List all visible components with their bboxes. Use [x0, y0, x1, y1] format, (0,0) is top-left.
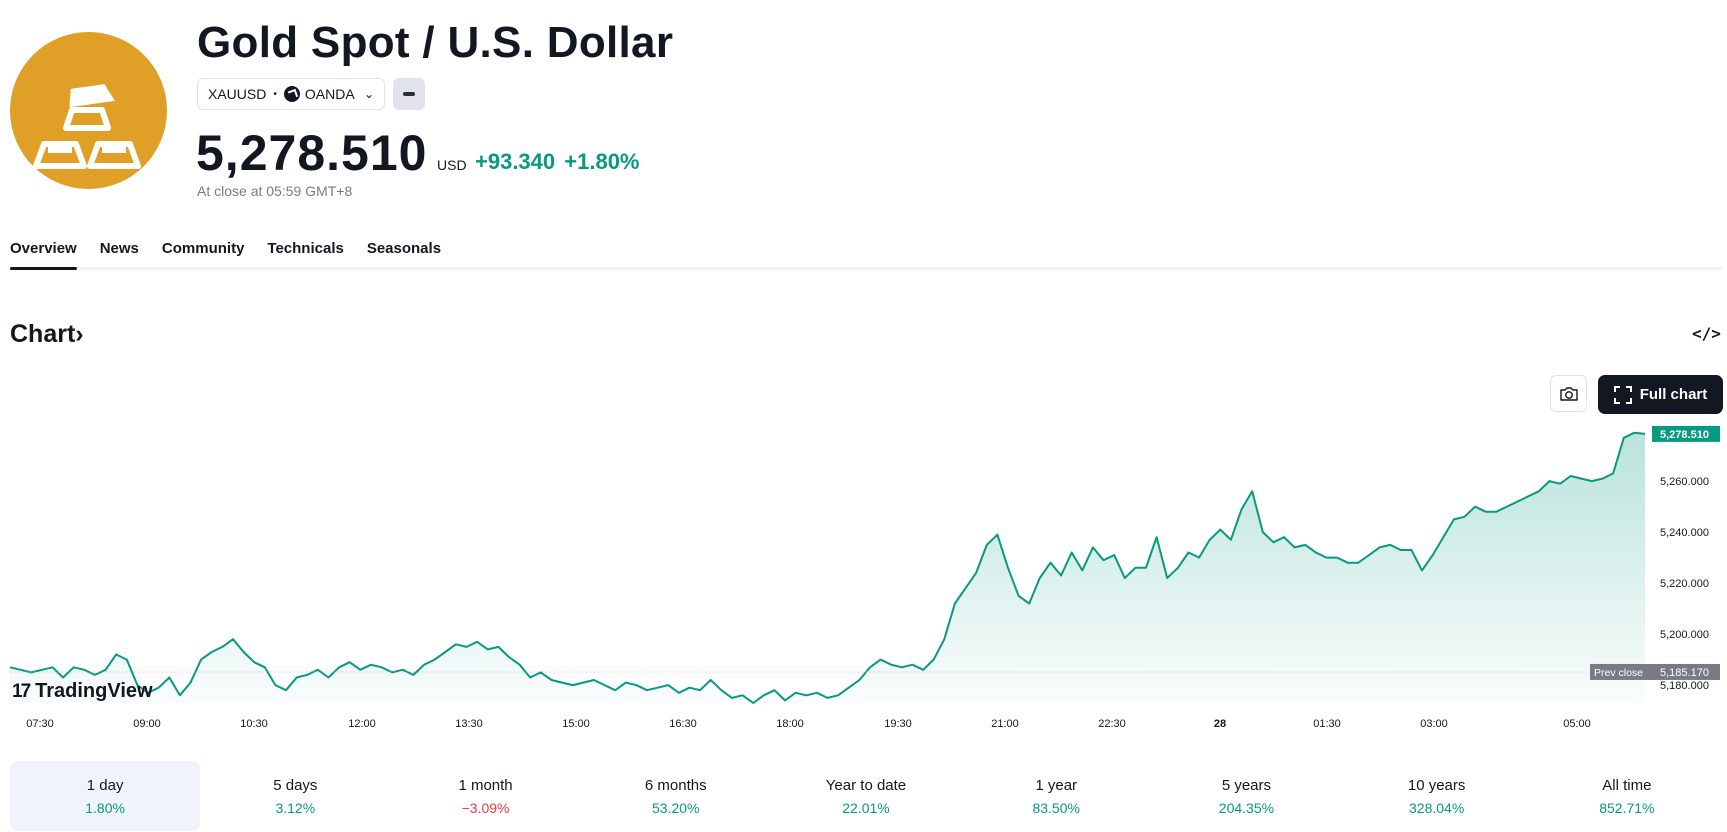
prev-close-value: 5,185.170	[1660, 667, 1709, 679]
chart-heading-link[interactable]: Chart›	[10, 320, 84, 349]
market-close-note: At close at 05:59 GMT+8	[197, 183, 353, 199]
full-chart-label: Full chart	[1639, 386, 1708, 403]
prev-close-value-tag	[1652, 663, 1720, 680]
gold-bars-icon	[33, 84, 141, 169]
page-title: Gold Spot / U.S. Dollar	[197, 18, 674, 67]
x-tick-label: 10:30	[240, 718, 268, 730]
period-label: 5 days	[273, 776, 318, 794]
period-change: 22.01%	[842, 799, 890, 816]
period-label: 1 day	[86, 776, 124, 794]
x-tick-label: 13:30	[455, 718, 483, 730]
exchange-name: OANDA	[304, 86, 355, 102]
period-1m[interactable]: 1 month −3.09%	[390, 761, 580, 831]
period-change: 83.50%	[1032, 799, 1080, 816]
period-change: 852.71%	[1599, 799, 1655, 816]
x-tick-label: 22:30	[1098, 718, 1126, 730]
x-tick-label: 16:30	[669, 718, 697, 730]
separator-dot: •	[273, 88, 277, 100]
tradingview-mark-icon: 17	[12, 680, 31, 702]
tab-bar: Overview News Community Technicals Seaso…	[10, 240, 464, 270]
y-tick-label: 5,220.000	[1660, 578, 1709, 590]
last-price-tag	[1652, 425, 1720, 442]
period-change: −3.09%	[461, 799, 510, 816]
period-label: 5 years	[1221, 776, 1272, 794]
symbol-logo	[10, 32, 167, 189]
period-label: 6 months	[644, 776, 707, 794]
tradingview-wordmark: TradingView	[35, 680, 153, 702]
period-10y[interactable]: 10 years 328.04%	[1342, 761, 1532, 831]
x-tick-label: 03:00	[1420, 718, 1448, 730]
tab-news[interactable]: News	[99, 240, 139, 257]
tab-overview[interactable]: Overview	[10, 240, 77, 270]
full-chart-button[interactable]: Full chart	[1598, 375, 1723, 414]
period-label: 10 years	[1407, 776, 1466, 794]
change-percent: +1.80%	[564, 149, 640, 174]
minus-icon	[403, 92, 415, 96]
y-tick-label: 5,260.000	[1660, 476, 1709, 488]
y-tick-label: 5,180.000	[1660, 680, 1709, 692]
price-area-fill	[10, 432, 1645, 703]
period-change: 204.35%	[1218, 799, 1275, 816]
period-ytd[interactable]: Year to date 22.01%	[771, 761, 961, 831]
y-tick-label: 5,200.000	[1660, 629, 1709, 641]
last-price: 5,278.510	[196, 125, 428, 181]
snapshot-button[interactable]	[1550, 375, 1587, 412]
period-1d[interactable]: 1 day 1.80%	[10, 761, 201, 831]
prev-close-tag	[1590, 663, 1652, 680]
tradingview-logo[interactable]: 17 TradingView	[12, 680, 153, 703]
price-currency: USD	[437, 157, 467, 173]
embed-code-icon[interactable]: </>	[1692, 324, 1721, 343]
market-status-button[interactable]	[393, 78, 425, 110]
x-tick-label: 12:00	[348, 718, 376, 730]
price-chart[interactable]: 5,180.000 5,200.000 5,220.000 5,240.000 5,26…	[0, 425, 1727, 745]
x-tick-label: 09:00	[133, 718, 161, 730]
price-line	[9, 431, 1646, 704]
period-change: 1.80%	[85, 799, 125, 816]
chevron-right-icon: ›	[75, 320, 84, 348]
x-tick-label: 28	[1214, 718, 1226, 730]
symbol-ticker: XAUUSD	[208, 86, 267, 102]
fullscreen-icon	[1613, 385, 1632, 404]
period-selector: 1 day 1.80% 5 days 3.12% 1 month −3.09% …	[10, 761, 1722, 831]
chevron-down-icon: ⌄	[363, 87, 374, 101]
change-absolute: +93.340	[475, 149, 556, 174]
x-tick-label: 15:00	[562, 718, 590, 730]
tabs-divider	[10, 267, 1722, 270]
period-1y[interactable]: 1 year 83.50%	[961, 761, 1151, 831]
period-5d[interactable]: 5 days 3.12%	[200, 761, 390, 831]
x-tick-label: 21:00	[991, 718, 1019, 730]
y-tick-label: 5,240.000	[1660, 527, 1709, 539]
x-tick-label: 19:30	[884, 718, 912, 730]
period-change: 53.20%	[652, 799, 700, 816]
period-change: 328.04%	[1409, 799, 1465, 816]
period-5y[interactable]: 5 years 204.35%	[1151, 761, 1341, 831]
chart-heading-label: Chart	[10, 320, 76, 348]
oanda-icon	[283, 86, 300, 102]
tab-community[interactable]: Community	[161, 240, 245, 257]
x-tick-label: 01:30	[1313, 718, 1341, 730]
x-tick-label: 05:00	[1563, 718, 1591, 730]
camera-icon	[1559, 386, 1578, 401]
period-label: 1 year	[1035, 776, 1078, 794]
period-label: Year to date	[825, 776, 907, 794]
period-all[interactable]: All time 852.71%	[1532, 761, 1722, 831]
period-6m[interactable]: 6 months 53.20%	[581, 761, 771, 831]
period-label: All time	[1602, 776, 1652, 794]
period-change: 3.12%	[275, 799, 316, 816]
period-label: 1 month	[458, 776, 513, 794]
symbol-selector[interactable]: XAUUSD • OANDA ⌄	[197, 78, 385, 110]
x-tick-label: 18:00	[776, 718, 804, 730]
x-tick-label: 07:30	[26, 718, 54, 730]
last-price-label: 5,278.510	[1660, 429, 1709, 441]
tab-seasonals[interactable]: Seasonals	[366, 240, 442, 257]
prev-close-label: Prev close	[1594, 667, 1643, 679]
price-change: +93.340 +1.80%	[475, 149, 640, 175]
tab-technicals[interactable]: Technicals	[267, 240, 344, 257]
